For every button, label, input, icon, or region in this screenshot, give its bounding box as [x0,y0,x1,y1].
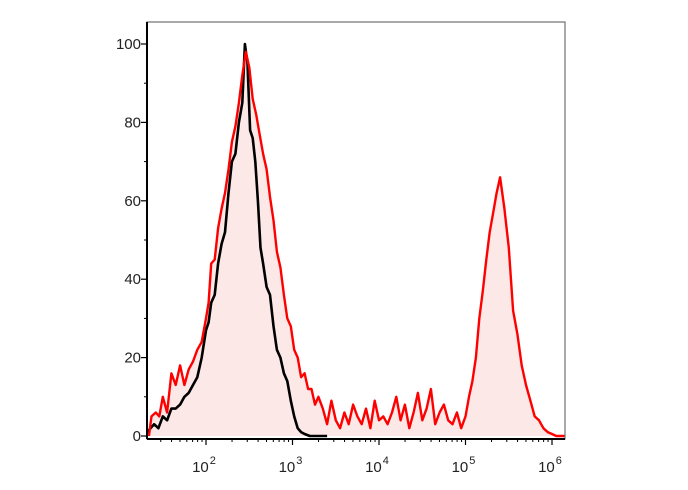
x-tick-label: 105 [452,455,476,476]
y-tick-label: 80 [124,114,141,131]
plot-area [146,42,565,438]
y-tick-label: 40 [124,271,141,288]
x-tick-label: 103 [279,455,303,476]
y-tick-label: 100 [116,36,141,53]
stained-series-fill [148,51,565,437]
x-axis-ticks: 102 103 104 105 106 [160,439,562,476]
y-tick-label: 20 [124,350,141,367]
control-series-line [146,42,328,438]
x-tick-label: 106 [538,455,562,476]
x-tick-label: 104 [365,455,389,476]
stained-series-line [147,50,565,438]
y-axis-ticks: 0 20 40 60 80 100 [116,36,147,445]
x-tick-label: 102 [192,455,216,476]
y-tick-label: 60 [124,193,141,210]
y-tick-label: 0 [133,428,141,445]
